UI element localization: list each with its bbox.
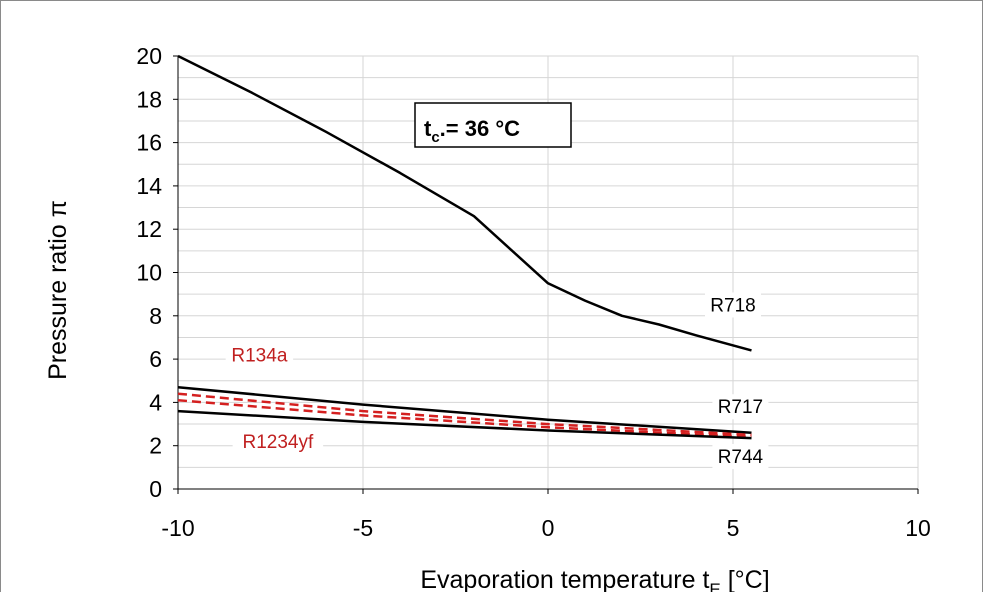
y-tick-label: 6	[149, 346, 162, 372]
series-labels: R718 R717 R744 R134a R1234yf	[225, 292, 769, 470]
svg-text:R717: R717	[718, 397, 763, 418]
svg-text:R744: R744	[718, 447, 764, 468]
svg-text:R1234yf: R1234yf	[243, 432, 314, 453]
svg-text:R134a: R134a	[231, 345, 287, 366]
series-line-r718	[177, 54, 752, 352]
y-tick-label: 0	[149, 476, 162, 502]
annotation-main: t	[424, 116, 432, 141]
x-tick-label: -10	[161, 515, 194, 541]
y-tick-label: 2	[149, 433, 162, 459]
x-axis-title-subscript: E	[709, 580, 720, 592]
svg-text:R718: R718	[710, 295, 755, 316]
annotation-subscript: c	[431, 129, 439, 146]
series-line-r134a	[177, 392, 752, 437]
y-axis-title: Pressure ratio π	[44, 200, 72, 380]
x-axis-title-suffix: [°C]	[721, 566, 770, 592]
series-group	[177, 54, 752, 440]
y-tick-label: 20	[136, 43, 162, 69]
label-r718: R718	[705, 292, 761, 318]
y-tick-label: 12	[136, 216, 162, 242]
axes: 0 2 4 6 8 10 12 14 16 18 20 -10 -5 0 5 10	[136, 43, 930, 541]
svg-text:tc.= 36 °C: tc.= 36 °C	[424, 116, 520, 146]
x-tick-label: 0	[542, 515, 555, 541]
annotation-suffix: .= 36 °C	[440, 116, 520, 141]
y-tick-label: 8	[149, 303, 162, 329]
y-tick-label: 14	[136, 173, 162, 199]
series-line-r744	[177, 409, 752, 440]
x-tick-label: 5	[727, 515, 740, 541]
label-r134a: R134a	[225, 342, 294, 368]
y-tick-label: 16	[136, 130, 162, 156]
y-tick-label: 18	[136, 86, 162, 112]
y-tick-label: 4	[149, 389, 162, 415]
series-line-r717	[177, 385, 752, 434]
label-r744: R744	[712, 444, 769, 470]
x-axis-title-main: Evaporation temperature t	[420, 566, 709, 592]
x-tick-label: -5	[353, 515, 373, 541]
series-line-r1234yf	[177, 398, 752, 439]
x-axis-title: Evaporation temperature tE [°C]	[420, 566, 769, 592]
y-tick-label: 10	[136, 260, 162, 286]
condensing-temperature-box: tc.= 36 °C	[414, 102, 572, 148]
label-r717: R717	[712, 394, 769, 420]
x-tick-label: 10	[905, 515, 931, 541]
label-r1234yf: R1234yf	[232, 428, 324, 454]
